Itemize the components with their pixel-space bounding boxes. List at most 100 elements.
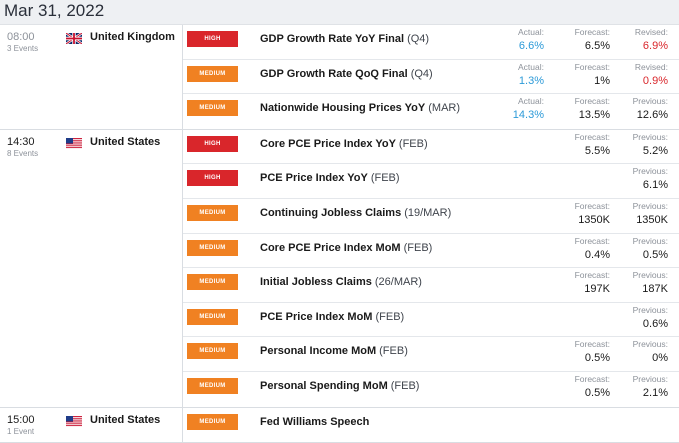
previous-value-block: Previous: 1350K <box>608 201 668 227</box>
country-name[interactable]: United Kingdom <box>90 31 175 43</box>
previous-value-block: Previous: 6.1% <box>608 166 668 192</box>
impact-badge: MEDIUM <box>187 343 238 360</box>
date-header: Mar 31, 2022 <box>0 0 679 25</box>
event-row[interactable]: HIGH GDP Growth Rate YoY Final (Q4) Actual:… <box>183 25 679 60</box>
event-row[interactable]: MEDIUM PCE Price Index MoM (FEB) Previous: 0… <box>183 303 679 338</box>
previous-value-block: Previous: 0% <box>608 339 668 365</box>
previous-label: Previous: <box>632 166 668 177</box>
event-name[interactable]: Initial Jobless Claims (26/MAR) <box>260 276 422 288</box>
forecast-label: Forecast: <box>574 339 610 350</box>
forecast-value-block: Forecast: 0.5% <box>550 339 610 365</box>
actual-value: 6.6% <box>518 40 544 52</box>
event-group: 08:00 3 Events United Kingdom HIGH GDP Growt… <box>0 25 679 130</box>
event-title: GDP Growth Rate YoY Final <box>260 33 405 45</box>
forecast-value: 0.5% <box>584 352 610 365</box>
impact-badge: HIGH <box>187 31 238 47</box>
previous-value: 12.6% <box>636 109 668 122</box>
forecast-label: Forecast: <box>574 61 610 72</box>
us-flag-icon <box>66 415 82 427</box>
event-row[interactable]: MEDIUM Fed Williams Speech <box>183 408 679 443</box>
event-row[interactable]: HIGH Core PCE Price Index YoY (FEB) Forecas… <box>183 130 679 165</box>
event-row[interactable]: MEDIUM Personal Income MoM (FEB) Forecast: 0… <box>183 337 679 372</box>
impact-badge: MEDIUM <box>187 308 238 325</box>
actual-label: Actual: <box>518 96 544 107</box>
previous-value-block: Previous: 5.2% <box>608 132 668 158</box>
event-name[interactable]: Core PCE Price Index YoY (FEB) <box>260 138 428 150</box>
event-period: (26/MAR) <box>374 276 422 289</box>
group-time-country: 08:00 3 Events United Kingdom <box>0 25 183 129</box>
event-time: 15:00 <box>7 413 35 426</box>
previous-value: 5.2% <box>642 144 668 157</box>
forecast-value: 1% <box>594 74 610 87</box>
country-name[interactable]: United States <box>90 413 161 426</box>
previous-value-block: Previous: 187K <box>608 270 668 296</box>
event-name[interactable]: Core PCE Price Index MoM (FEB) <box>260 242 432 254</box>
forecast-value-block: Forecast: 197K <box>550 270 610 296</box>
forecast-value-block: Forecast: 6.5% <box>550 27 610 53</box>
forecast-value: 0.4% <box>584 248 610 261</box>
previous-value: 1350K <box>636 213 668 226</box>
forecast-value: 197K <box>584 283 610 296</box>
date-title: Mar 31, 2022 <box>4 1 105 20</box>
forecast-label: Forecast: <box>574 200 610 211</box>
forecast-label: Forecast: <box>574 373 610 384</box>
impact-badge: HIGH <box>187 170 238 187</box>
event-row[interactable]: HIGH PCE Price Index YoY (FEB) Previous: 6.1… <box>183 164 679 199</box>
event-name[interactable]: PCE Price Index YoY (FEB) <box>260 172 400 184</box>
actual-label: Actual: <box>518 27 544 37</box>
event-name[interactable]: GDP Growth Rate YoY Final (Q4) <box>260 33 429 45</box>
events-count: 8 Events <box>7 148 39 158</box>
forecast-label: Forecast: <box>574 235 610 246</box>
previous-label: Revised: <box>634 27 668 37</box>
group-time-country: 15:00 1 Event United States <box>0 407 183 443</box>
event-name[interactable]: Personal Income MoM (FEB) <box>260 345 408 357</box>
event-title: Initial Jobless Claims <box>260 276 372 289</box>
impact-badge: MEDIUM <box>187 65 238 82</box>
event-period: (MAR) <box>428 102 461 115</box>
event-row[interactable]: MEDIUM Nationwide Housing Prices YoY (MAR)… <box>183 94 679 129</box>
previous-value-block: Revised: 6.9% <box>608 27 668 53</box>
event-row[interactable]: MEDIUM Personal Spending MoM (FEB) Forecast… <box>183 372 679 407</box>
forecast-value-block: Forecast: 0.5% <box>550 374 610 400</box>
previous-value: 0.5% <box>642 248 668 261</box>
event-row[interactable]: MEDIUM Continuing Jobless Claims (19/MAR) F… <box>183 199 679 234</box>
previous-label: Previous: <box>632 304 668 315</box>
event-title: PCE Price Index YoY <box>260 172 368 185</box>
event-name[interactable]: GDP Growth Rate QoQ Final (Q4) <box>260 68 433 80</box>
previous-label: Previous: <box>632 96 668 107</box>
impact-badge: MEDIUM <box>187 274 238 291</box>
event-period: (FEB) <box>390 379 420 392</box>
event-name[interactable]: Nationwide Housing Prices YoY (MAR) <box>260 102 460 114</box>
forecast-value: 6.5% <box>584 40 610 52</box>
event-groups: 08:00 3 Events United Kingdom HIGH GDP Growt… <box>0 25 679 443</box>
event-name[interactable]: Fed Williams Speech <box>260 416 369 428</box>
country-name[interactable]: United States <box>90 135 161 148</box>
impact-badge: MEDIUM <box>187 204 238 221</box>
event-time: 08:00 <box>7 31 35 43</box>
event-title: GDP Growth Rate QoQ Final <box>260 67 408 80</box>
event-title: Continuing Jobless Claims <box>260 206 402 219</box>
event-period: (19/MAR) <box>404 206 452 219</box>
event-period: (FEB) <box>375 310 405 323</box>
event-row[interactable]: MEDIUM Initial Jobless Claims (26/MAR) Fore… <box>183 268 679 303</box>
actual-value: 1.3% <box>518 74 544 87</box>
uk-flag-icon <box>66 33 82 44</box>
event-name[interactable]: Continuing Jobless Claims (19/MAR) <box>260 207 451 219</box>
previous-value: 0.9% <box>642 74 668 87</box>
event-title: Core PCE Price Index MoM <box>260 241 401 254</box>
event-row[interactable]: MEDIUM GDP Growth Rate QoQ Final (Q4) Actua… <box>183 60 679 95</box>
forecast-label: Forecast: <box>574 27 610 37</box>
forecast-value: 13.5% <box>578 109 610 122</box>
event-name[interactable]: Personal Spending MoM (FEB) <box>260 380 419 392</box>
events-count: 3 Events <box>7 44 39 53</box>
event-period: (FEB) <box>398 137 428 150</box>
previous-label: Previous: <box>632 339 668 350</box>
previous-value: 6.9% <box>642 40 668 52</box>
event-period: (Q4) <box>410 67 433 80</box>
event-group: 14:30 8 Events United States HIGH Core PCE P… <box>0 129 679 408</box>
event-title: PCE Price Index MoM <box>260 310 373 323</box>
event-row[interactable]: MEDIUM Core PCE Price Index MoM (FEB) Forec… <box>183 234 679 269</box>
actual-value-block: Actual: 6.6% <box>484 27 544 53</box>
event-name[interactable]: PCE Price Index MoM (FEB) <box>260 311 404 323</box>
forecast-label: Forecast: <box>574 131 610 142</box>
